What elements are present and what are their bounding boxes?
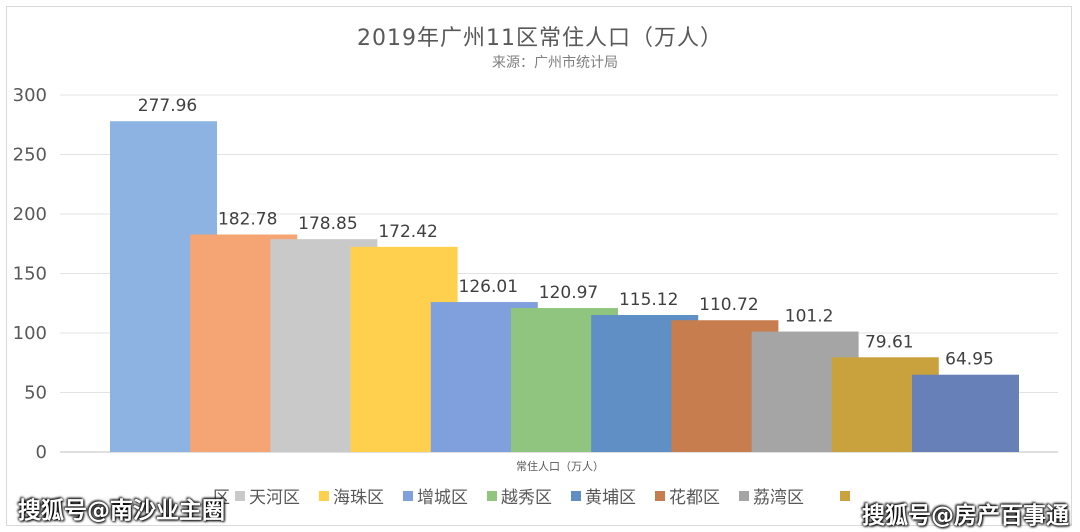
bars	[110, 121, 1019, 452]
legend: 区天河区 海珠区 增城区 越秀区 黄埔区 花都区 荔湾区	[213, 488, 850, 508]
data-label: 120.97	[539, 283, 598, 303]
y-axis-ticks: 0 50 100 150 200 250 300	[13, 85, 47, 463]
legend-label: 区	[213, 488, 230, 508]
data-label: 126.01	[459, 277, 518, 297]
y-tick-label: 150	[13, 264, 47, 285]
y-tick-label: 0	[36, 442, 47, 463]
data-label: 277.96	[138, 96, 197, 116]
chart-title: 2019年广州11区常住人口（万人）	[357, 26, 723, 51]
chart-frame	[6, 6, 1072, 526]
data-label: 178.85	[298, 214, 357, 234]
legend-swatch	[319, 491, 329, 501]
legend-swatch	[655, 491, 665, 501]
y-tick-label: 250	[13, 145, 47, 166]
legend-swatch	[840, 491, 850, 501]
legend-label: 花都区	[669, 488, 720, 508]
legend-label: 荔湾区	[753, 488, 804, 508]
legend-label: 越秀区	[501, 488, 552, 508]
legend-swatch	[571, 491, 581, 501]
data-labels: 277.96 182.78 178.85 172.42 126.01 120.97 115.…	[138, 96, 994, 369]
data-label: 182.78	[218, 209, 277, 229]
watermark-left: 搜狐号@南沙业主圈	[18, 498, 225, 524]
bar	[912, 374, 1019, 452]
legend-swatch	[403, 491, 413, 501]
y-tick-label: 50	[24, 383, 47, 404]
data-label: 115.12	[619, 290, 678, 310]
legend-swatch	[235, 491, 245, 501]
legend-label: 黄埔区	[585, 488, 636, 508]
legend-label: 海珠区	[333, 488, 384, 508]
data-label: 64.95	[945, 350, 994, 370]
watermark-right: 搜狐号@房产百事通	[862, 503, 1069, 529]
data-label: 79.61	[865, 332, 914, 352]
y-tick-label: 100	[13, 323, 47, 344]
chart-subtitle: 来源：广州市统计局	[492, 54, 618, 71]
data-label: 172.42	[378, 222, 437, 242]
legend-swatch	[739, 491, 749, 501]
x-axis-label: 常住人口（万人）	[516, 459, 604, 473]
legend-label: 增城区	[417, 488, 468, 508]
legend-label: 天河区	[249, 488, 300, 508]
legend-swatch	[487, 491, 497, 501]
y-tick-label: 200	[13, 204, 47, 225]
data-label: 101.2	[785, 307, 834, 327]
data-label: 110.72	[699, 295, 758, 315]
y-tick-label: 300	[13, 85, 47, 106]
